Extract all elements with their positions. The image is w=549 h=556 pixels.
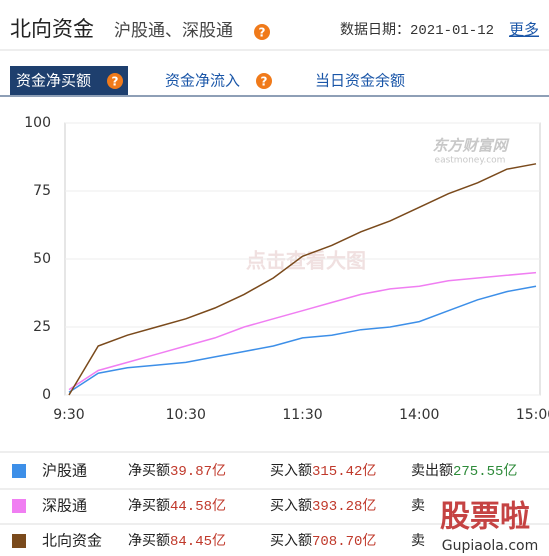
plot: 0 25 50 75 100 9:30 10:30 11:30 14:00 15:00 bbox=[24, 115, 549, 423]
summary-cell: 卖 bbox=[411, 498, 425, 514]
y-tick-label: 50 bbox=[33, 251, 51, 267]
y-tick-label: 0 bbox=[42, 387, 51, 403]
summary-cell: 卖 bbox=[411, 533, 425, 549]
subtitle: 沪股通、深股通 bbox=[114, 21, 233, 41]
page-title: 北向资金 bbox=[10, 17, 94, 41]
cell-label: 卖 bbox=[411, 533, 425, 549]
summary-cell: 买入额315.42亿 bbox=[270, 463, 376, 480]
cell-value: 84.45亿 bbox=[170, 533, 226, 550]
cell-value: 39.87亿 bbox=[170, 463, 226, 480]
watermark-sub: eastmoney.com bbox=[435, 156, 506, 166]
cell-label: 净买额 bbox=[128, 533, 170, 549]
legend-name: 北向资金 bbox=[42, 532, 102, 550]
legend-swatch bbox=[12, 499, 26, 513]
series-line bbox=[68, 163, 537, 396]
cell-value: 393.28亿 bbox=[312, 498, 376, 515]
summary-cell: 买入额393.28亿 bbox=[270, 498, 376, 515]
x-tick-label: 9:30 bbox=[53, 407, 84, 423]
help-icon-text[interactable]: ? bbox=[261, 75, 268, 89]
cell-label: 买入额 bbox=[270, 463, 312, 479]
help-icon-text[interactable]: ? bbox=[112, 75, 119, 89]
cell-label: 买入额 bbox=[270, 498, 312, 514]
help-icon[interactable] bbox=[107, 73, 123, 89]
tab[interactable]: 资金净流入 bbox=[165, 72, 240, 90]
summary-cell: 卖出额275.55亿 bbox=[411, 463, 517, 480]
watermark: 股票啦 bbox=[440, 500, 530, 535]
legend-name: 深股通 bbox=[42, 497, 87, 515]
series-line bbox=[68, 271, 537, 391]
help-icon[interactable] bbox=[256, 73, 272, 89]
summary-cell: 净买额84.45亿 bbox=[128, 533, 226, 550]
watermark: 东方财富网 bbox=[432, 137, 510, 155]
y-tick-label: 75 bbox=[33, 183, 51, 199]
summary-cell: 买入额708.70亿 bbox=[270, 533, 376, 550]
cell-value: 275.55亿 bbox=[453, 463, 517, 480]
date-label: 数据日期： bbox=[340, 22, 410, 38]
date: 数据日期：2021-01-12 bbox=[340, 22, 494, 39]
x-tick-label: 10:30 bbox=[166, 407, 206, 423]
cell-label: 卖 bbox=[411, 498, 425, 514]
y-tick-label: 100 bbox=[24, 115, 51, 131]
cell-label: 买入额 bbox=[270, 533, 312, 549]
watermark-sub: Gupiaola.com bbox=[442, 538, 538, 554]
help-icon[interactable] bbox=[254, 24, 270, 40]
legend-swatch bbox=[12, 464, 26, 478]
cell-value: 708.70亿 bbox=[312, 533, 376, 550]
tab[interactable]: 资金净买额 bbox=[16, 72, 91, 90]
more-link[interactable]: 更多 bbox=[509, 21, 539, 39]
overlay-text[interactable]: 点击查看大图 bbox=[246, 249, 366, 273]
help-icon-text[interactable]: ? bbox=[259, 26, 266, 40]
cell-label: 卖出额 bbox=[411, 463, 453, 479]
tab[interactable]: 当日资金余额 bbox=[315, 72, 405, 90]
legend-swatch bbox=[12, 534, 26, 548]
legend-name: 沪股通 bbox=[42, 462, 87, 480]
cell-value: 44.58亿 bbox=[170, 498, 226, 515]
date-value: 2021-01-12 bbox=[410, 23, 494, 39]
x-tick-label: 15:00 bbox=[516, 407, 549, 423]
summary-cell: 净买额44.58亿 bbox=[128, 498, 226, 515]
cell-label: 净买额 bbox=[128, 498, 170, 514]
summary-cell: 净买额39.87亿 bbox=[128, 463, 226, 480]
cell-value: 315.42亿 bbox=[312, 463, 376, 480]
series-line bbox=[68, 285, 537, 393]
y-tick-label: 25 bbox=[33, 319, 51, 335]
cell-label: 净买额 bbox=[128, 463, 170, 479]
x-tick-label: 14:00 bbox=[399, 407, 439, 423]
x-tick-label: 11:30 bbox=[282, 407, 322, 423]
